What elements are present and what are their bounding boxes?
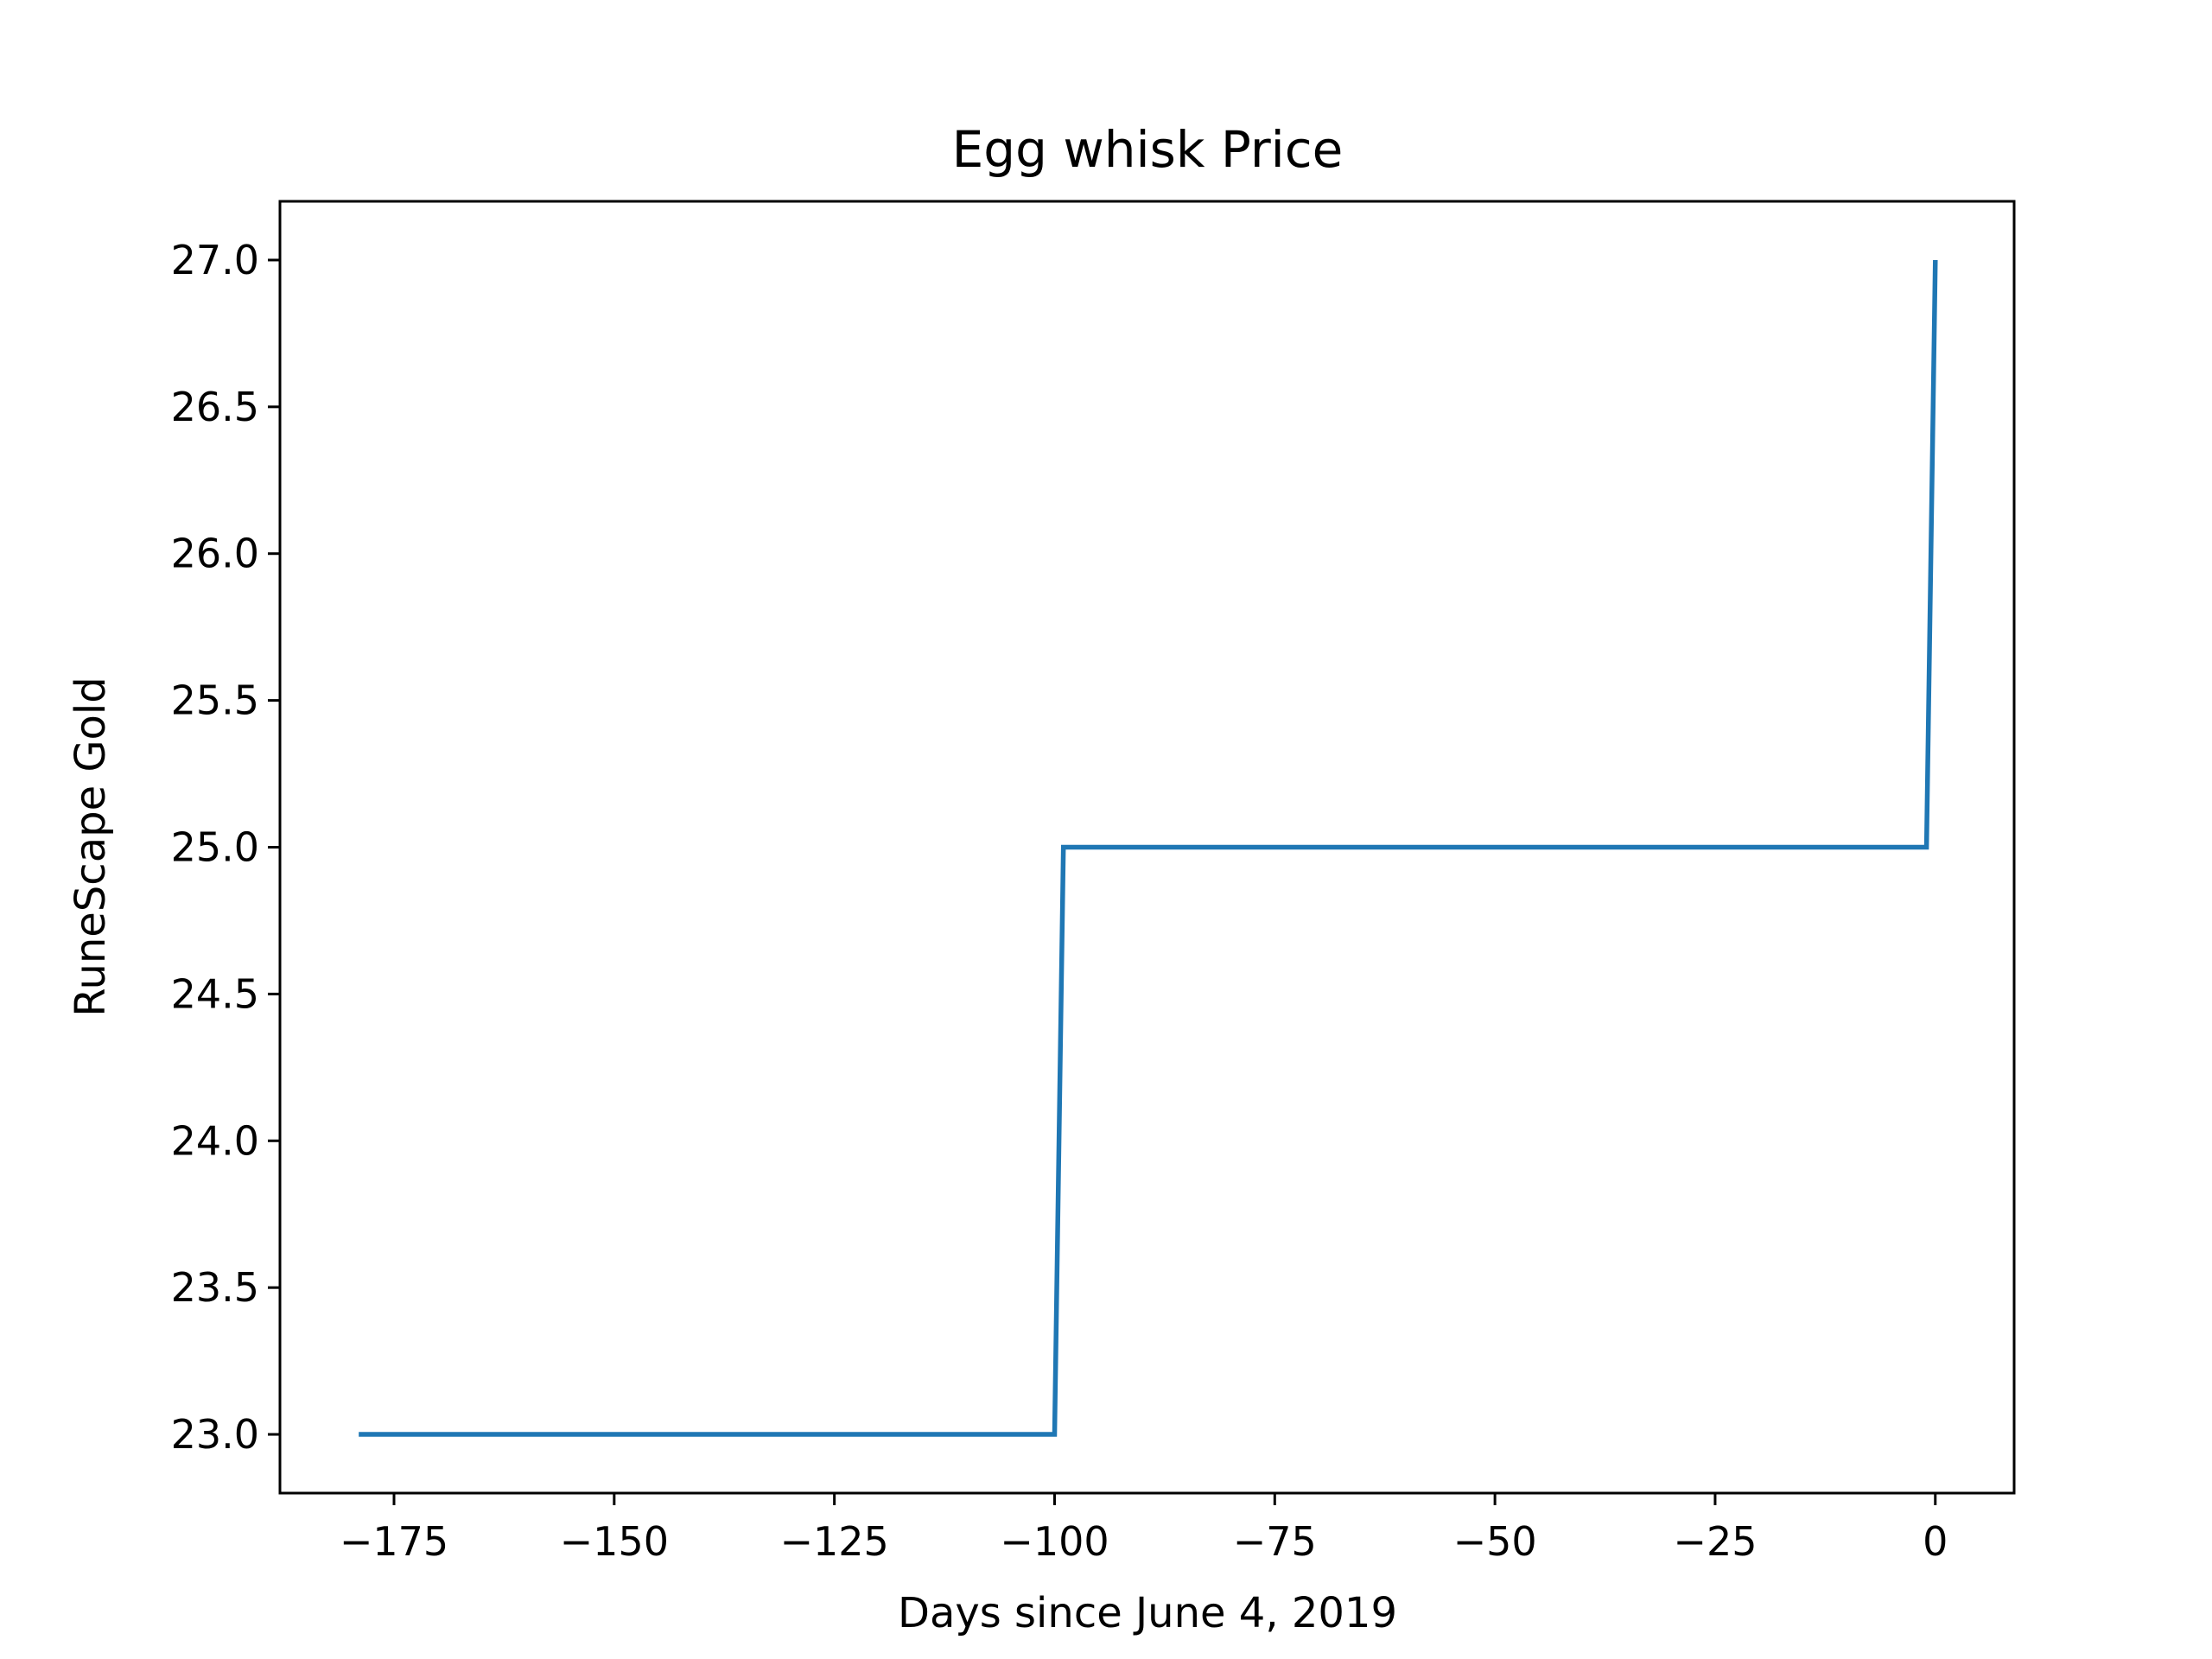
y-tick-label: 25.0 [171,824,259,871]
x-tick-label: −175 [340,1518,448,1565]
series-layer [359,259,1938,1437]
x-tick-label: −25 [1673,1518,1757,1565]
series-line-0 [359,259,1938,1437]
y-tick-label: 26.0 [171,531,259,577]
x-tick-label: −150 [560,1518,669,1565]
x-tick-label: −75 [1233,1518,1317,1565]
y-tick-label: 27.0 [171,237,259,283]
x-tick-label: 0 [1923,1518,1948,1565]
y-tick-label: 23.0 [171,1411,259,1458]
x-axis-label: Days since June 4, 2019 [898,1589,1397,1637]
x-tick-label: −50 [1453,1518,1537,1565]
y-tick-label: 25.5 [171,677,259,724]
y-axis-label: RuneScape Gold [67,677,115,1016]
x-tick-label: −100 [1000,1518,1109,1565]
y-axis: 23.0 23.5 24.0 24.5 25.0 25.5 26.0 26.5 27.0 [171,237,280,1458]
y-tick-label: 23.5 [171,1264,259,1311]
y-tick-label: 26.5 [171,384,259,430]
y-tick-label: 24.5 [171,970,259,1017]
x-tick-label: −125 [779,1518,888,1565]
y-tick-label: 24.0 [171,1117,259,1164]
chart-title: Egg whisk Price [952,120,1344,179]
x-axis: −175 −150 −125 −100 −75 −50 −25 0 [340,1493,1948,1565]
